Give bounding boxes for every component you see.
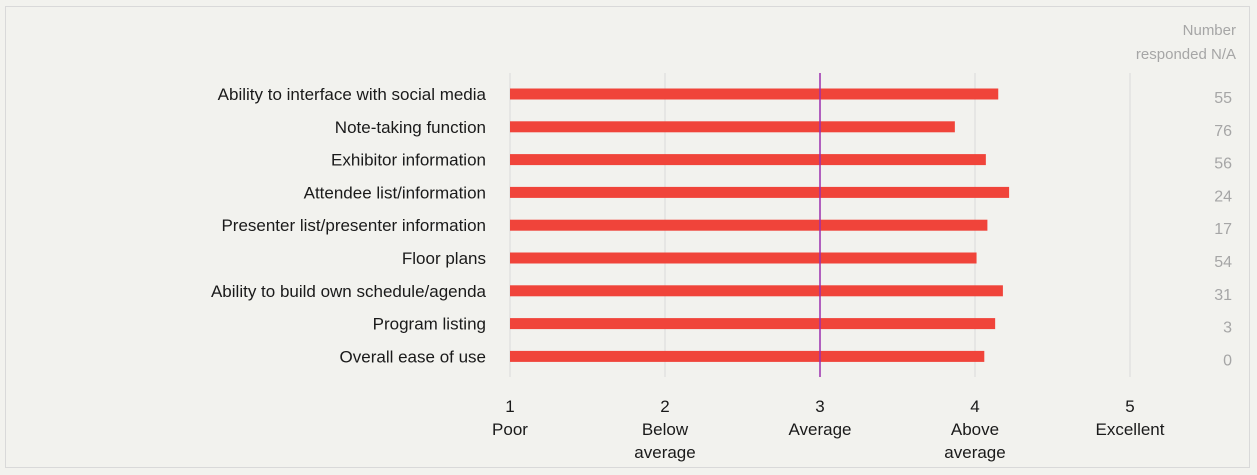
- category-label: Attendee list/information: [304, 183, 486, 202]
- x-tick-label: 1: [505, 397, 514, 416]
- chart-frame: [5, 6, 1250, 468]
- x-tick-label: Poor: [492, 420, 528, 439]
- category-label: Overall ease of use: [340, 347, 486, 366]
- category-label: Note-taking function: [335, 118, 486, 137]
- x-tick-label: 4: [970, 397, 979, 416]
- x-tick-label: 5: [1125, 397, 1134, 416]
- x-tick-label: average: [634, 443, 695, 462]
- x-tick-label: average: [944, 443, 1005, 462]
- category-label: Exhibitor information: [331, 151, 486, 170]
- category-label: Presenter list/presenter information: [221, 216, 486, 235]
- na-count: 24: [1214, 188, 1232, 205]
- bar-2: [510, 154, 986, 166]
- x-tick-label: Below: [642, 420, 689, 439]
- na-count: 54: [1214, 254, 1232, 271]
- bar-3: [510, 186, 1010, 198]
- na-count: 76: [1214, 123, 1232, 140]
- na-count: 56: [1214, 156, 1232, 173]
- category-label: Floor plans: [402, 249, 486, 268]
- na-count: 3: [1223, 320, 1232, 337]
- bar-5: [510, 252, 977, 264]
- bar-0: [510, 88, 999, 100]
- na-count: 0: [1223, 352, 1232, 369]
- bar-1: [510, 121, 955, 133]
- category-label: Program listing: [373, 315, 486, 334]
- na-count: 55: [1214, 90, 1232, 107]
- bar-6: [510, 285, 1003, 297]
- category-label: Ability to build own schedule/agenda: [211, 282, 487, 301]
- x-tick-label: 3: [815, 397, 824, 416]
- na-count: 17: [1214, 221, 1232, 238]
- na-count: 31: [1214, 287, 1232, 304]
- x-tick-label: 2: [660, 397, 669, 416]
- bar-4: [510, 219, 988, 231]
- bar-7: [510, 318, 996, 330]
- bar-8: [510, 350, 985, 362]
- x-tick-label: Average: [788, 420, 851, 439]
- na-column-header: Number: [1183, 22, 1236, 39]
- category-label: Ability to interface with social media: [218, 85, 487, 104]
- x-tick-label: Above: [951, 420, 999, 439]
- x-tick-label: Excellent: [1096, 420, 1165, 439]
- na-column-header: responded N/A: [1136, 46, 1236, 63]
